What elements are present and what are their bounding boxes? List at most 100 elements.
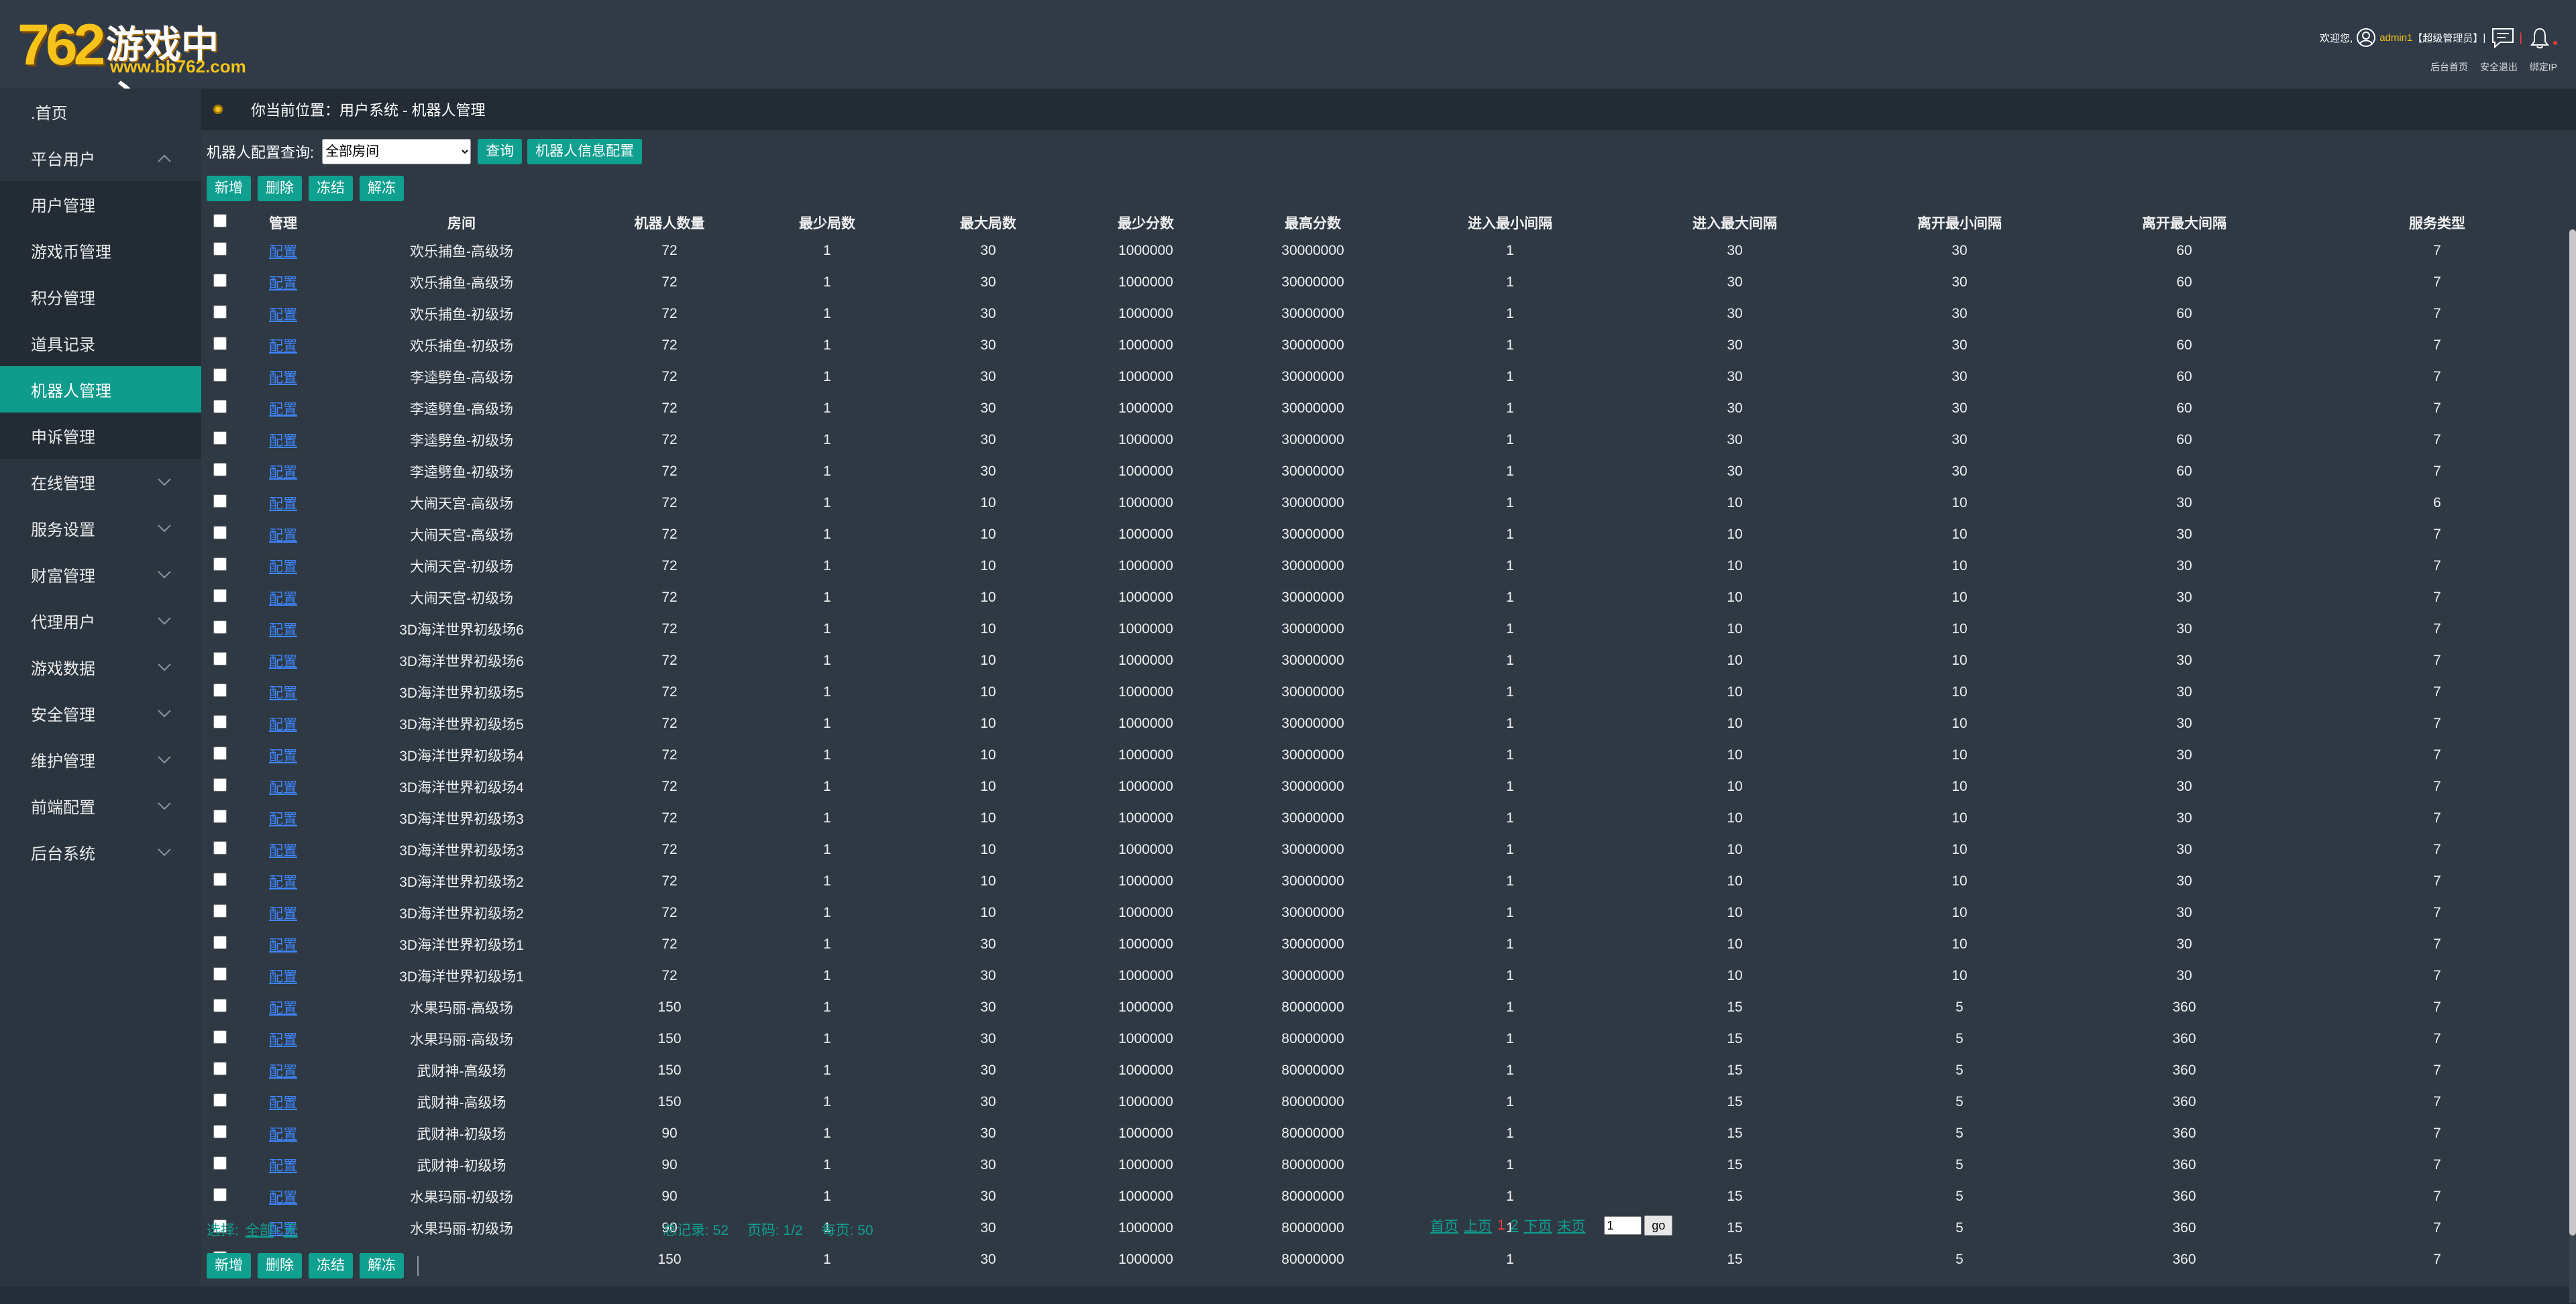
row-checkbox[interactable] [213,904,227,918]
add-button[interactable]: 新增 [207,176,251,201]
config-link[interactable]: 配置 [269,1126,297,1142]
sidebar-item[interactable]: 安全管理 [0,690,201,737]
add-button-bottom[interactable]: 新增 [207,1253,251,1279]
config-link[interactable]: 配置 [269,559,297,575]
row-checkbox[interactable] [213,525,227,539]
delete-button-bottom[interactable]: 删除 [258,1253,302,1279]
row-checkbox[interactable] [213,1219,227,1233]
logo[interactable]: 762 游戏中心 www.bb762.com [17,12,246,121]
config-link[interactable]: 配置 [269,937,297,953]
row-checkbox[interactable] [213,557,227,571]
row-checkbox[interactable] [213,872,227,886]
config-link[interactable]: 配置 [269,969,297,985]
page-2-link[interactable]: 2 [1510,1217,1519,1233]
config-link[interactable]: 配置 [269,1189,297,1205]
config-link[interactable]: 配置 [269,716,297,732]
link-admin-home[interactable]: 后台首页 [2430,62,2468,72]
row-checkbox[interactable] [213,1156,227,1170]
sidebar-item[interactable]: 积分管理 [0,274,201,320]
row-checkbox[interactable] [213,462,227,476]
link-bind-ip[interactable]: 绑定IP [2529,62,2557,72]
message-icon[interactable] [2491,27,2514,49]
row-checkbox[interactable] [213,620,227,634]
unfreeze-button[interactable]: 解冻 [360,176,404,201]
config-link[interactable]: 配置 [269,779,297,796]
config-link[interactable]: 配置 [269,1095,297,1111]
sidebar-item[interactable]: 机器人管理 [0,366,201,413]
config-link[interactable]: 配置 [269,811,297,827]
config-link[interactable]: 配置 [269,496,297,512]
config-link[interactable]: 配置 [269,622,297,638]
config-link[interactable]: 配置 [269,1221,297,1237]
config-link[interactable]: 配置 [269,843,297,859]
robot-info-config-button[interactable]: 机器人信息配置 [527,139,643,164]
room-select[interactable]: 全部房间 [322,139,472,164]
sidebar-item[interactable]: 后台系统 [0,829,201,875]
row-checkbox[interactable] [213,368,227,382]
prev-page-link[interactable]: 上页 [1464,1219,1492,1234]
unfreeze-button-bottom[interactable]: 解冻 [360,1253,404,1279]
row-checkbox[interactable] [213,935,227,949]
delete-button[interactable]: 删除 [258,176,302,201]
row-checkbox[interactable] [213,746,227,760]
config-link[interactable]: 配置 [269,1000,297,1016]
row-checkbox[interactable] [213,273,227,287]
scrollbar-thumb[interactable] [2569,229,2576,1236]
config-link[interactable]: 配置 [269,338,297,354]
row-checkbox[interactable] [213,336,227,350]
go-button[interactable]: go [1644,1215,1673,1236]
sidebar-item[interactable]: 维护管理 [0,737,201,783]
config-link[interactable]: 配置 [269,243,297,260]
sidebar-item[interactable]: 平台用户 [0,135,201,181]
row-checkbox[interactable] [213,683,227,697]
row-checkbox[interactable] [213,431,227,445]
config-link[interactable]: 配置 [269,906,297,922]
select-all-checkbox[interactable] [213,214,227,227]
config-link[interactable]: 配置 [269,401,297,417]
bell-icon[interactable] [2529,27,2551,49]
freeze-button[interactable]: 冻结 [309,176,353,201]
first-page-link[interactable]: 首页 [1430,1219,1458,1234]
row-checkbox[interactable] [213,777,227,792]
sidebar-item[interactable]: 在线管理 [0,459,201,505]
config-link[interactable]: 配置 [269,464,297,480]
table-scrollbar[interactable] [2569,229,2576,1303]
sidebar-item[interactable]: 申诉管理 [0,413,201,459]
config-link[interactable]: 配置 [269,653,297,669]
row-checkbox[interactable] [213,1124,227,1138]
row-checkbox[interactable] [213,588,227,602]
config-link[interactable]: 配置 [269,307,297,323]
sidebar-item[interactable]: 服务设置 [0,505,201,551]
freeze-button-bottom[interactable]: 冻结 [309,1253,353,1279]
row-checkbox[interactable] [213,494,227,508]
sidebar-item[interactable]: 财富管理 [0,551,201,598]
config-link[interactable]: 配置 [269,1158,297,1174]
link-logout[interactable]: 安全退出 [2479,62,2518,72]
config-link[interactable]: 配置 [269,874,297,890]
row-checkbox[interactable] [213,1187,227,1201]
row-checkbox[interactable] [213,1061,227,1075]
sidebar-item[interactable]: 游戏数据 [0,644,201,690]
row-checkbox[interactable] [213,714,227,728]
sidebar-item[interactable]: 用户管理 [0,181,201,227]
sidebar-item[interactable]: .首页 [0,89,201,135]
config-link[interactable]: 配置 [269,1063,297,1079]
sidebar-item[interactable]: 前端配置 [0,783,201,829]
row-checkbox[interactable] [213,651,227,665]
select-none-link[interactable]: 无 [283,1223,298,1238]
row-checkbox[interactable] [213,1030,227,1044]
row-checkbox[interactable] [213,399,227,413]
sidebar-item[interactable]: 道具记录 [0,320,201,366]
next-page-link[interactable]: 下页 [1523,1219,1552,1234]
row-checkbox[interactable] [213,809,227,823]
config-link[interactable]: 配置 [269,590,297,606]
config-link[interactable]: 配置 [269,748,297,764]
row-checkbox[interactable] [213,998,227,1012]
row-checkbox[interactable] [213,305,227,319]
goto-page-input[interactable] [1604,1216,1642,1235]
row-checkbox[interactable] [213,241,227,256]
row-checkbox[interactable] [213,967,227,981]
row-checkbox[interactable] [213,1093,227,1107]
config-link[interactable]: 配置 [269,1032,297,1048]
select-all-link[interactable]: 全部 [245,1223,274,1238]
